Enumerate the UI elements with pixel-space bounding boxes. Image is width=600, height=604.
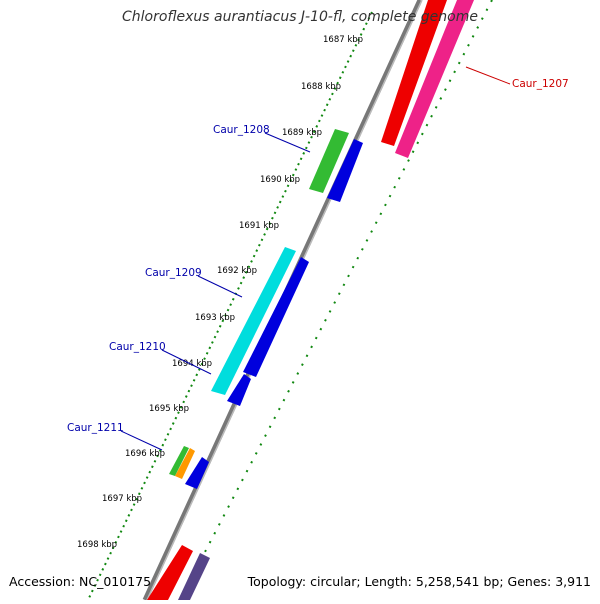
gene-caur-1210-blue (227, 374, 251, 406)
gene-label: Caur_1207 (512, 78, 569, 90)
genome-info-label: Topology: circular; Length: 5,258,541 bp… (247, 574, 591, 589)
gene-label-leader (197, 275, 243, 298)
gene-bottom-red (147, 545, 193, 600)
tick-label: 1694 kbp (172, 359, 212, 369)
tick-label: 1688 kbp (301, 82, 341, 92)
tick-label: 1698 kbp (77, 540, 117, 550)
gene-label: Caur_1209 (145, 267, 202, 279)
gene-caur-1208-green (309, 129, 349, 193)
tick-label: 1697 kbp (102, 494, 142, 504)
tick-label: 1693 kbp (195, 313, 235, 323)
gene-caur-1209-blue (243, 257, 309, 377)
gene-caur-1207-red (381, 0, 447, 146)
gene-caur-1211-green (169, 446, 189, 476)
gene-caur-1211-orange (175, 448, 195, 479)
gene-caur-1207-pink (395, 0, 474, 158)
gene-labels: Caur_1207 Caur_1208 Caur_1209 Caur_1210 Caur… (67, 66, 569, 451)
gene-label-leader (120, 430, 163, 451)
tick-label: 1689 kbp (282, 128, 322, 138)
gene-label: Caur_1210 (109, 341, 166, 353)
gene-label-leader (264, 132, 311, 153)
tick-label: 1690 kbp (260, 175, 300, 185)
tick-label: 1696 kbp (125, 449, 165, 459)
accession-label: Accession: NC_010175 (9, 574, 152, 589)
gene-label-leader (465, 66, 511, 85)
tick-label: 1691 kbp (239, 221, 279, 231)
gene-caur-1209-cyan (211, 247, 296, 395)
tick-labels: 1687 kbp 1688 kbp 1689 kbp 1690 kbp 1691 kbp… (77, 35, 363, 550)
tick-label: 1695 kbp (149, 404, 189, 414)
outer-dotted-ring (87, 11, 373, 601)
map-title: Chloroflexus aurantiacus J-10-fl, comple… (122, 9, 478, 25)
gene-label-leader (161, 349, 212, 375)
gene-caur-1208-blue (327, 139, 363, 202)
tick-label: 1692 kbp (217, 266, 257, 276)
gene-label: Caur_1211 (67, 422, 124, 434)
tick-label: 1687 kbp (323, 35, 363, 45)
gene-bottom-purple (178, 553, 210, 600)
gene-caur-1211-blue (185, 457, 209, 489)
gene-label: Caur_1208 (213, 124, 270, 136)
